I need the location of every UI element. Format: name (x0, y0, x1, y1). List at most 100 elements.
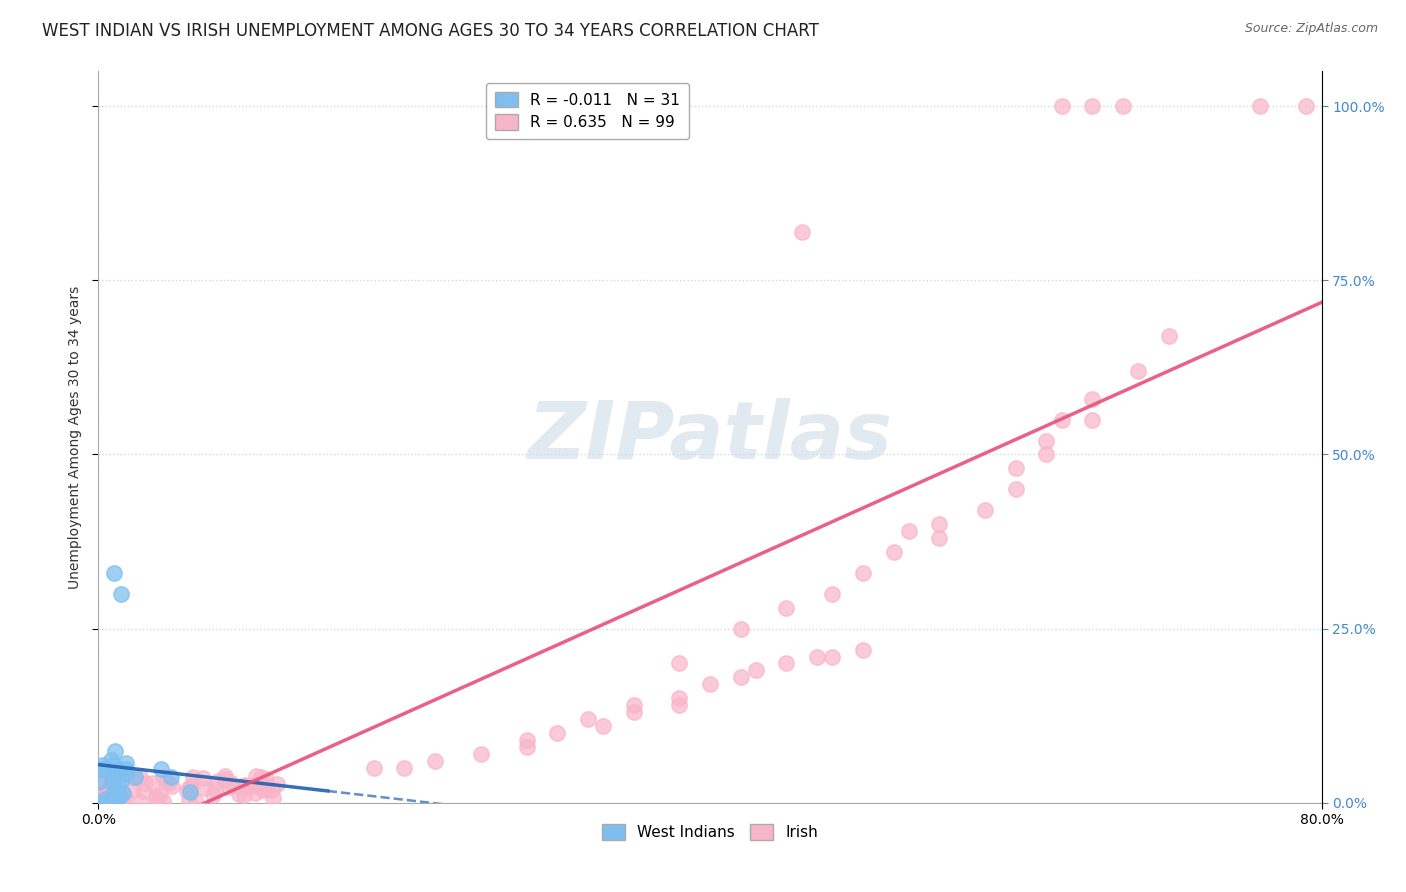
Point (107, 790, 129, 805)
Point (219, 776, 242, 790)
Point (104, 744, 127, 758)
Point (576, 712, 599, 726)
Point (1128, 364, 1150, 378)
Point (1035, 434, 1057, 448)
Point (87, 775, 110, 789)
Point (233, 778, 256, 792)
Text: ZIPatlas: ZIPatlas (527, 398, 893, 476)
Point (790, 225, 813, 239)
Point (668, 657, 690, 671)
Point (105, 787, 128, 801)
Point (155, 775, 177, 789)
Point (699, 677, 721, 691)
Point (592, 719, 614, 733)
Point (145, 789, 167, 803)
Point (1081, 412, 1104, 426)
Point (141, 776, 163, 790)
Point (852, 566, 875, 580)
Point (363, 761, 385, 775)
Point (204, 782, 226, 797)
Point (245, 769, 267, 783)
Point (193, 781, 215, 796)
Point (1050, 99, 1073, 113)
Point (110, 587, 132, 601)
Point (181, 770, 204, 784)
Point (124, 771, 146, 785)
Point (129, 796, 152, 810)
Point (124, 770, 146, 784)
Point (218, 780, 240, 794)
Point (775, 657, 797, 671)
Point (668, 698, 690, 713)
Point (115, 762, 138, 776)
Point (103, 794, 125, 808)
Point (250, 770, 273, 784)
Point (546, 726, 568, 740)
Point (470, 747, 492, 761)
Point (1081, 392, 1104, 406)
Point (254, 772, 277, 786)
Point (179, 781, 201, 796)
Point (96, 784, 118, 798)
Point (91, 758, 114, 772)
Text: WEST INDIAN VS IRISH UNEMPLOYMENT AMONG AGES 30 TO 34 YEARS CORRELATION CHART: WEST INDIAN VS IRISH UNEMPLOYMENT AMONG … (42, 22, 820, 40)
Point (821, 649, 844, 664)
Point (239, 780, 262, 794)
Point (260, 782, 283, 797)
Y-axis label: Unemployment Among Ages 30 to 34 years: Unemployment Among Ages 30 to 34 years (67, 285, 82, 589)
Point (152, 794, 174, 808)
Point (254, 780, 277, 794)
Point (974, 503, 997, 517)
Point (1157, 329, 1180, 343)
Point (134, 776, 156, 790)
Point (111, 786, 134, 800)
Point (1004, 461, 1026, 475)
Point (928, 531, 950, 545)
Point (266, 777, 288, 791)
Point (214, 772, 236, 786)
Point (883, 545, 905, 559)
Point (100, 795, 122, 809)
Point (730, 622, 752, 636)
Point (149, 788, 172, 802)
Point (115, 756, 138, 771)
Point (243, 786, 266, 800)
Point (1035, 448, 1057, 462)
Point (262, 791, 284, 805)
Point (114, 790, 136, 805)
Point (254, 782, 277, 797)
Point (180, 779, 202, 793)
Point (103, 787, 125, 801)
Point (160, 779, 183, 793)
Point (104, 794, 127, 808)
Point (1249, 99, 1271, 113)
Point (94, 795, 117, 809)
Point (179, 785, 201, 799)
Point (516, 740, 538, 755)
Point (852, 642, 875, 657)
Point (103, 771, 125, 785)
Point (516, 733, 538, 747)
Point (232, 789, 254, 803)
Point (103, 566, 125, 580)
Point (806, 649, 828, 664)
Point (243, 778, 266, 792)
Point (176, 784, 198, 798)
Point (928, 517, 950, 532)
Point (623, 705, 645, 719)
Point (392, 761, 416, 775)
Point (101, 775, 124, 789)
Point (149, 762, 172, 776)
Point (103, 758, 125, 772)
Point (1295, 99, 1317, 113)
Point (96, 785, 118, 799)
Point (1050, 412, 1073, 426)
Point (100, 753, 122, 767)
Point (231, 779, 253, 793)
Point (252, 783, 274, 797)
Point (110, 795, 132, 809)
Point (160, 770, 183, 784)
Point (104, 765, 127, 780)
Point (90, 762, 112, 776)
Legend: West Indians, Irish: West Indians, Irish (596, 818, 824, 847)
